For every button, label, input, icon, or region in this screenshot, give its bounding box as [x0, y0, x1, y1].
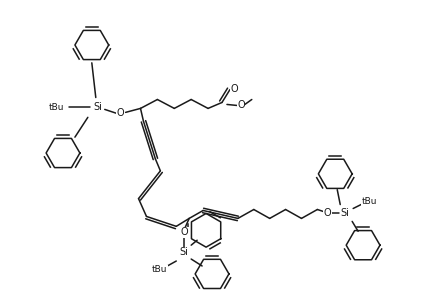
Text: O: O	[237, 100, 244, 111]
Text: O: O	[117, 108, 124, 118]
Text: Si: Si	[340, 209, 349, 218]
Text: O: O	[323, 209, 330, 218]
Text: tBu: tBu	[360, 197, 376, 206]
Text: O: O	[180, 227, 187, 237]
Text: O: O	[230, 83, 237, 94]
Text: Si: Si	[93, 103, 102, 112]
Text: tBu: tBu	[151, 265, 167, 274]
Text: tBu: tBu	[48, 103, 64, 112]
Text: Si: Si	[180, 247, 188, 257]
